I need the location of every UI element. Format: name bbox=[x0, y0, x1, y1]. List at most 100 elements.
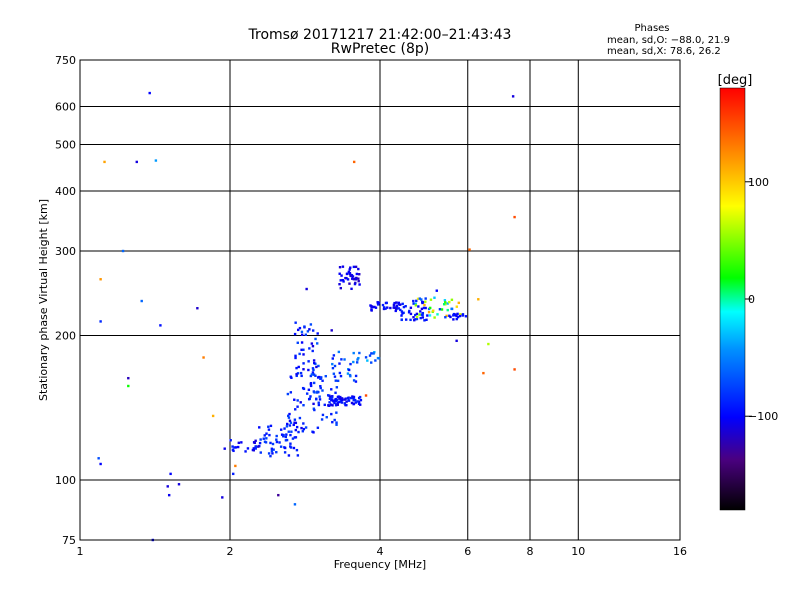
echo-point bbox=[395, 301, 398, 304]
echo-point bbox=[345, 403, 348, 407]
echo-point bbox=[338, 265, 342, 269]
echo-point bbox=[339, 374, 343, 378]
echo-point bbox=[364, 394, 368, 397]
echo-point bbox=[289, 442, 292, 445]
x-axis-label: Frequency [MHz] bbox=[334, 558, 426, 571]
echo-point bbox=[352, 278, 355, 281]
echo-point bbox=[382, 307, 386, 311]
y-tick-label: 400 bbox=[55, 185, 76, 198]
echo-point bbox=[258, 426, 261, 429]
echo-point bbox=[372, 352, 375, 355]
echo-point bbox=[389, 306, 392, 310]
echo-point bbox=[415, 299, 418, 303]
echo-point bbox=[319, 385, 322, 388]
echo-point bbox=[452, 318, 455, 321]
echo-point bbox=[334, 391, 337, 394]
echo-point bbox=[432, 309, 435, 312]
echo-point bbox=[456, 315, 460, 319]
echo-point bbox=[294, 356, 297, 360]
echo-point bbox=[331, 395, 334, 398]
echo-point bbox=[99, 462, 102, 466]
echo-point bbox=[371, 305, 374, 309]
echo-point bbox=[286, 422, 289, 426]
echo-point bbox=[285, 438, 289, 442]
echo-point bbox=[419, 316, 422, 320]
echo-point bbox=[421, 313, 424, 317]
echo-point bbox=[347, 270, 351, 274]
echo-point bbox=[267, 452, 271, 455]
echo-point bbox=[331, 420, 334, 424]
echo-point bbox=[316, 390, 319, 394]
echo-point bbox=[338, 400, 341, 404]
echo-point bbox=[399, 308, 402, 312]
echo-point bbox=[414, 313, 417, 317]
echo-point bbox=[327, 404, 330, 407]
echo-point bbox=[254, 447, 257, 450]
echo-point bbox=[487, 342, 490, 346]
colorbar-label: [deg] bbox=[718, 73, 753, 88]
echo-point bbox=[444, 316, 447, 319]
echo-point bbox=[252, 449, 256, 452]
echo-point bbox=[354, 265, 358, 269]
echo-point bbox=[310, 342, 314, 345]
echo-point bbox=[340, 397, 344, 400]
vertical-gridlines bbox=[229, 60, 579, 540]
echo-point bbox=[211, 414, 215, 418]
echo-point bbox=[314, 337, 317, 341]
echo-point bbox=[331, 357, 334, 360]
echo-point bbox=[449, 315, 452, 319]
echo-point bbox=[352, 265, 356, 269]
echo-point bbox=[294, 428, 297, 432]
echo-point bbox=[300, 374, 303, 378]
echo-point bbox=[358, 283, 361, 286]
echo-point bbox=[337, 350, 341, 354]
echo-point bbox=[300, 333, 304, 336]
echo-point bbox=[445, 314, 448, 318]
echo-point bbox=[440, 308, 444, 311]
echo-point bbox=[267, 425, 270, 428]
echo-point bbox=[342, 280, 345, 283]
echo-point bbox=[350, 401, 354, 405]
echo-point bbox=[428, 306, 432, 310]
echo-point bbox=[312, 373, 316, 376]
x-tick-label: 2 bbox=[227, 545, 234, 558]
echo-point bbox=[354, 281, 357, 285]
echo-point bbox=[294, 436, 298, 439]
echo-point bbox=[400, 318, 403, 322]
echo-point bbox=[317, 403, 321, 407]
echo-point bbox=[348, 282, 351, 285]
echo-point bbox=[297, 430, 300, 434]
echo-point bbox=[300, 341, 304, 344]
echo-point bbox=[418, 313, 421, 316]
echo-point bbox=[262, 437, 265, 440]
echo-point bbox=[334, 400, 337, 403]
echo-point bbox=[416, 297, 420, 301]
y-axis-label: Stationary phase Virtual Height [km] bbox=[37, 199, 50, 401]
echo-point bbox=[300, 426, 303, 430]
echo-point bbox=[336, 401, 340, 404]
echo-point bbox=[296, 341, 299, 344]
echo-point bbox=[353, 398, 357, 402]
echo-point bbox=[370, 361, 373, 364]
echo-point bbox=[399, 303, 402, 306]
echo-point bbox=[97, 457, 100, 460]
echo-point bbox=[339, 400, 342, 403]
echo-point bbox=[316, 332, 319, 335]
echo-point bbox=[394, 307, 398, 310]
echo-point bbox=[223, 447, 226, 450]
echo-point bbox=[335, 423, 338, 426]
echo-point bbox=[413, 318, 416, 322]
echo-point bbox=[402, 305, 406, 309]
echo-point bbox=[358, 395, 362, 399]
echo-point bbox=[409, 312, 413, 316]
echo-point bbox=[370, 305, 373, 308]
echo-point bbox=[301, 386, 305, 390]
echo-point bbox=[401, 302, 404, 306]
echo-point bbox=[279, 445, 283, 448]
echo-point bbox=[339, 279, 342, 282]
echo-point bbox=[294, 354, 297, 358]
echo-point bbox=[318, 398, 322, 401]
echo-point bbox=[289, 391, 293, 394]
echo-point bbox=[401, 312, 404, 315]
echo-point bbox=[283, 446, 287, 450]
